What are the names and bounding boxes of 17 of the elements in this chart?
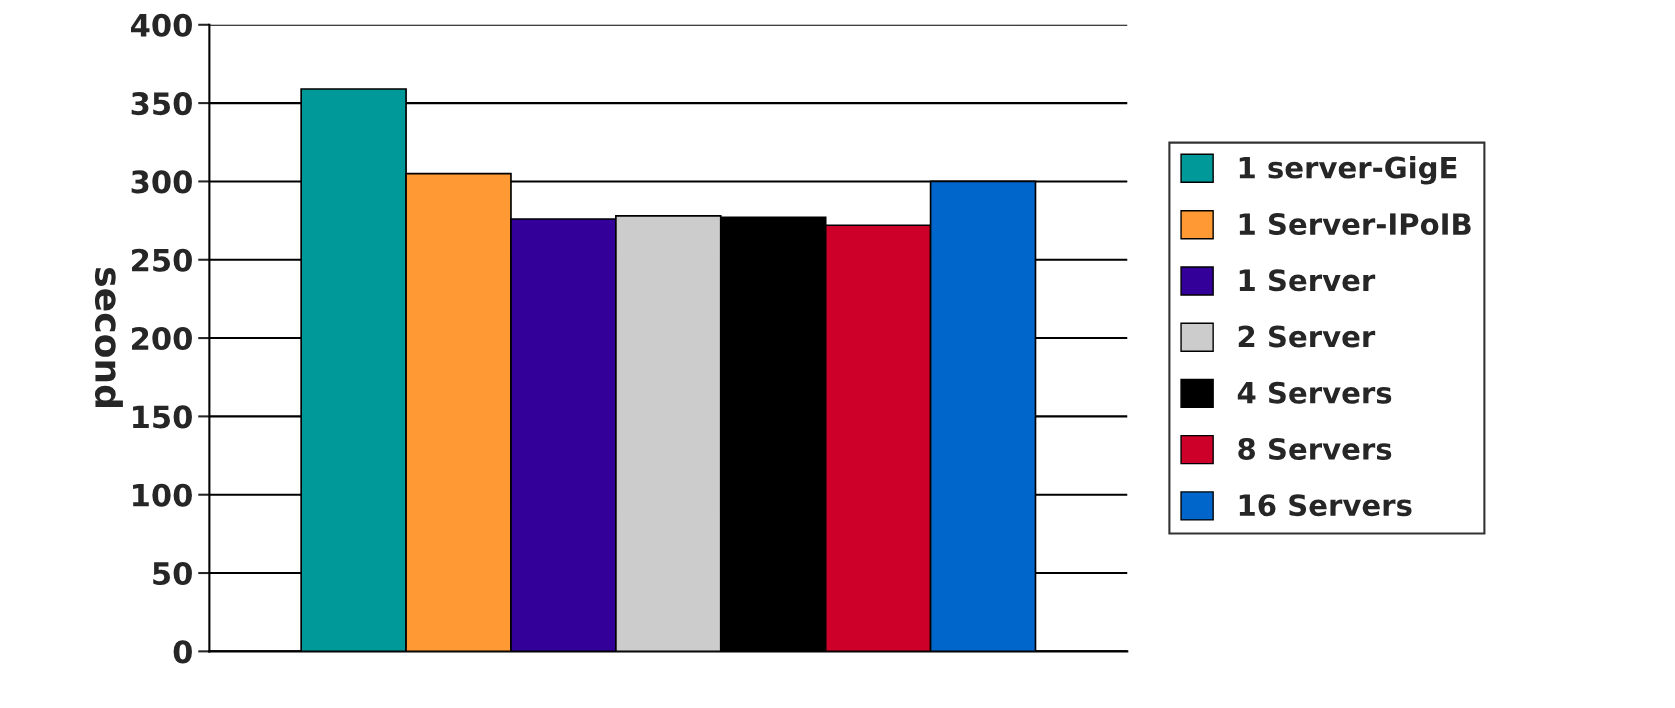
- legend-label: 4 Servers: [1237, 381, 1392, 404]
- legend-label: 8 Servers: [1238, 437, 1392, 460]
- legend-label: 16 Servers: [1239, 494, 1412, 517]
- legend-label: 1 server-GigE: [1239, 156, 1457, 185]
- legend-label: 1 Server: [1239, 269, 1376, 292]
- y-tick-label: 200: [132, 327, 192, 351]
- y-tick-label: 250: [132, 248, 192, 272]
- y-tick-label: 350: [131, 92, 192, 116]
- y-tick-label: 100: [133, 483, 192, 507]
- y-axis-title: second: [94, 268, 123, 407]
- legend-label: 1 Server-IPoIB: [1239, 213, 1471, 236]
- y-tick-label: 300: [131, 170, 192, 194]
- y-tick-label: 150: [133, 405, 192, 429]
- legend-label: 2 Server: [1238, 325, 1376, 348]
- y-tick-label: 0: [173, 640, 192, 664]
- y-tick-label: 50: [153, 561, 192, 586]
- y-tick-label: 400: [131, 13, 192, 37]
